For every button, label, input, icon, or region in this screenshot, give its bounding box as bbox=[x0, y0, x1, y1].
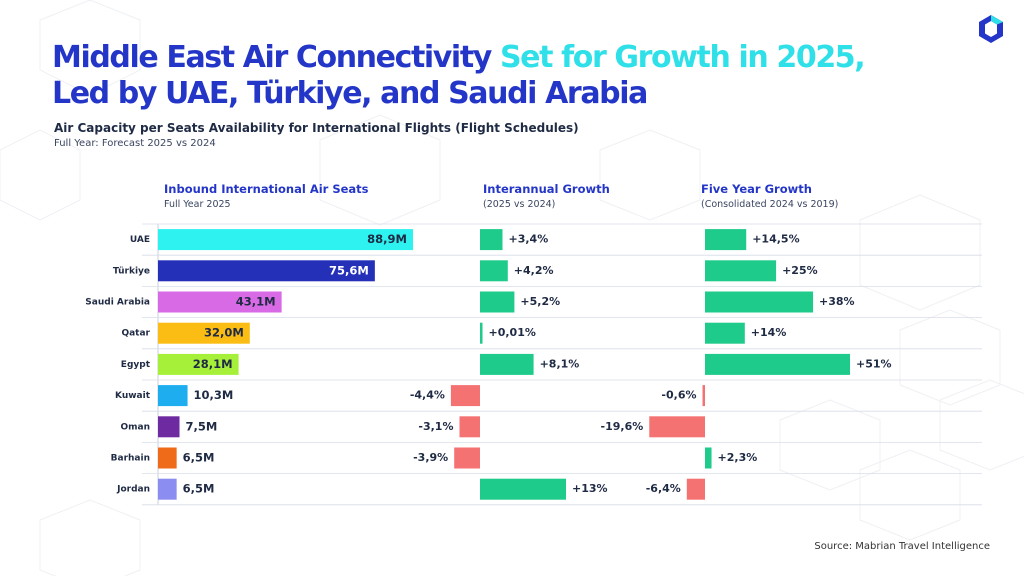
interannual-value-label: +3,4% bbox=[508, 233, 548, 246]
category-label: Jordan bbox=[116, 485, 150, 495]
category-label: Oman bbox=[120, 422, 150, 432]
title-highlight: Set for Growth in 2025, bbox=[499, 40, 866, 75]
category-label: UAE bbox=[130, 235, 150, 245]
chart-period: Full Year: Forecast 2025 vs 2024 bbox=[54, 138, 216, 149]
seats-value-label: 7,5M bbox=[186, 419, 218, 433]
fiveyear-bar bbox=[686, 478, 705, 500]
interannual-column-subtitle: (2025 vs 2024) bbox=[483, 199, 556, 210]
fiveyear-value-label: +25% bbox=[782, 264, 818, 277]
interannual-value-label: -3,9% bbox=[413, 451, 448, 464]
interannual-bar bbox=[480, 478, 566, 500]
fiveyear-column-subtitle: (Consolidated 2024 vs 2019) bbox=[701, 199, 839, 210]
seats-bar bbox=[158, 416, 180, 438]
seats-bar bbox=[158, 229, 413, 251]
title-line2: Led by UAE, Türkiye, and Saudi Arabia bbox=[52, 76, 648, 111]
seats-value-label: 6,5M bbox=[183, 451, 215, 465]
category-label: Qatar bbox=[121, 329, 150, 339]
interannual-value-label: +5,2% bbox=[520, 295, 560, 308]
seats-value-label: 75,6M bbox=[329, 263, 369, 277]
fiveyear-bar bbox=[705, 229, 747, 251]
fiveyear-bar bbox=[705, 447, 712, 469]
interannual-value-label: +8,1% bbox=[540, 357, 580, 370]
interannual-bar bbox=[480, 291, 515, 313]
interannual-bar bbox=[480, 353, 534, 375]
seats-column-subtitle: Full Year 2025 bbox=[164, 199, 231, 210]
seats-value-label: 6,5M bbox=[183, 482, 215, 496]
interannual-bar bbox=[459, 416, 480, 438]
seats-bar bbox=[158, 478, 177, 500]
interannual-value-label: -4,4% bbox=[410, 389, 445, 402]
interannual-value-label: +0,01% bbox=[489, 326, 536, 339]
interannual-bar bbox=[480, 260, 508, 282]
fiveyear-bar bbox=[705, 260, 777, 282]
interannual-bar bbox=[450, 385, 480, 407]
fiveyear-value-label: +51% bbox=[856, 357, 892, 370]
seats-bar bbox=[158, 260, 375, 282]
fiveyear-value-label: -0,6% bbox=[661, 389, 696, 402]
seats-column-title: Inbound International Air Seats bbox=[164, 182, 369, 196]
interannual-value-label: +4,2% bbox=[514, 264, 554, 277]
interannual-column-title: Interannual Growth bbox=[483, 182, 610, 196]
category-label: Saudi Arabia bbox=[85, 298, 150, 308]
fiveyear-column-title: Five Year Growth bbox=[701, 182, 812, 196]
seats-bar bbox=[158, 322, 250, 344]
interannual-bar bbox=[480, 322, 483, 344]
fiveyear-bar bbox=[649, 416, 705, 438]
fiveyear-value-label: +38% bbox=[819, 295, 855, 308]
source-note: Source: Mabrian Travel Intelligence bbox=[814, 541, 990, 552]
seats-value-label: 28,1M bbox=[193, 357, 233, 371]
brand-logo-icon bbox=[979, 15, 1003, 43]
interannual-bar bbox=[480, 229, 503, 251]
category-label: Egypt bbox=[121, 360, 151, 370]
seats-value-label: 10,3M bbox=[194, 388, 234, 402]
fiveyear-value-label: +2,3% bbox=[718, 451, 758, 464]
fiveyear-bar bbox=[705, 353, 850, 375]
interannual-value-label: -3,1% bbox=[418, 420, 453, 433]
seats-value-label: 88,9M bbox=[367, 232, 407, 246]
fiveyear-value-label: +14,5% bbox=[752, 233, 799, 246]
seats-bar bbox=[158, 353, 239, 375]
page-title: Middle East Air Connectivity Set for Gro… bbox=[52, 40, 992, 112]
fiveyear-bar bbox=[705, 291, 814, 313]
fiveyear-value-label: -6,4% bbox=[646, 482, 681, 495]
seats-bar bbox=[158, 447, 177, 469]
title-part1: Middle East Air Connectivity bbox=[52, 40, 500, 75]
seats-value-label: 32,0M bbox=[204, 326, 244, 340]
interannual-bar bbox=[454, 447, 480, 469]
category-label: Türkiye bbox=[113, 266, 150, 276]
category-label: Barhain bbox=[111, 454, 150, 464]
seats-bar bbox=[158, 385, 188, 407]
fiveyear-bar bbox=[702, 385, 705, 407]
fiveyear-value-label: +14% bbox=[751, 326, 787, 339]
chart-subtitle: Air Capacity per Seats Availability for … bbox=[54, 121, 579, 135]
fiveyear-value-label: -19,6% bbox=[601, 420, 644, 433]
seats-bar bbox=[158, 291, 282, 313]
interannual-value-label: +13% bbox=[572, 482, 608, 495]
fiveyear-bar bbox=[705, 322, 745, 344]
seats-value-label: 43,1M bbox=[236, 295, 276, 309]
category-label: Kuwait bbox=[115, 391, 151, 401]
